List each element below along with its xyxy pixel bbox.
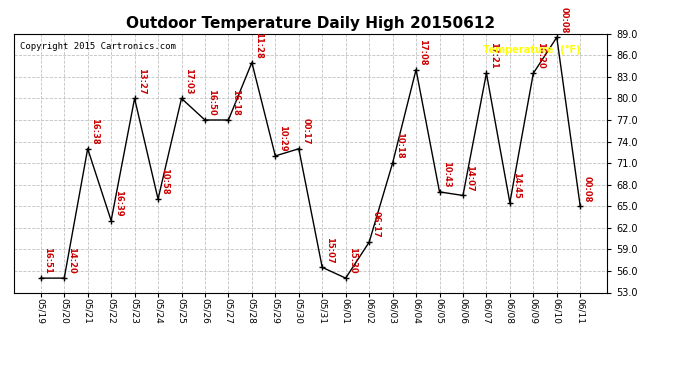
Text: 13:27: 13:27 <box>137 68 146 94</box>
Text: 10:43: 10:43 <box>442 161 451 188</box>
Text: 14:45: 14:45 <box>512 172 522 198</box>
Text: 10:18: 10:18 <box>395 132 404 159</box>
Text: 17:08: 17:08 <box>419 39 428 66</box>
Text: 00:08: 00:08 <box>582 176 591 202</box>
Text: 17:03: 17:03 <box>184 68 193 94</box>
Text: 00:08: 00:08 <box>559 7 569 33</box>
Text: 14:20: 14:20 <box>67 247 76 274</box>
Text: 06:17: 06:17 <box>372 211 381 238</box>
Text: 16:51: 16:51 <box>43 247 52 274</box>
Text: 14:07: 14:07 <box>465 165 475 191</box>
Text: 10:29: 10:29 <box>278 125 287 152</box>
Text: 16:20: 16:20 <box>535 42 545 69</box>
Text: 16:18: 16:18 <box>231 89 240 116</box>
Text: 15:07: 15:07 <box>325 237 334 263</box>
Text: 16:38: 16:38 <box>90 118 99 145</box>
Text: Copyright 2015 Cartronics.com: Copyright 2015 Cartronics.com <box>20 42 176 51</box>
Text: 00:17: 00:17 <box>302 118 310 145</box>
Text: 11:28: 11:28 <box>255 32 264 58</box>
Text: 10:58: 10:58 <box>161 168 170 195</box>
Text: 17:21: 17:21 <box>489 42 498 69</box>
Text: 16:50: 16:50 <box>208 89 217 116</box>
Text: 15:30: 15:30 <box>348 248 357 274</box>
Title: Outdoor Temperature Daily High 20150612: Outdoor Temperature Daily High 20150612 <box>126 16 495 31</box>
Text: 16:39: 16:39 <box>114 190 123 216</box>
